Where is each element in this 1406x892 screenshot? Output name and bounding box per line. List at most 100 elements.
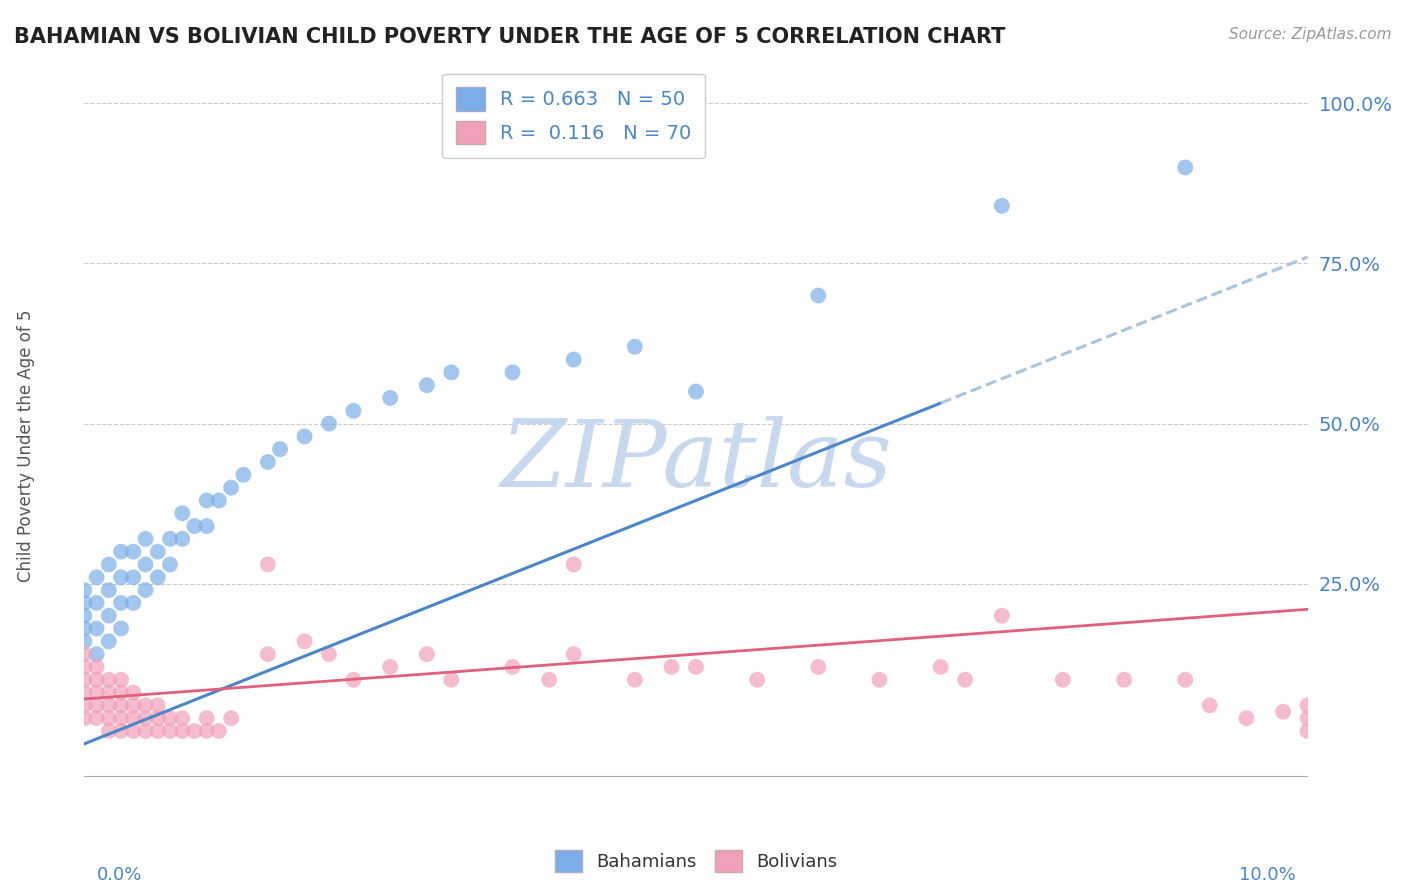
Point: [110, 711, 132, 725]
Point: [73, 660, 96, 674]
Point: [232, 467, 254, 482]
Point: [538, 673, 561, 687]
Point: [73, 647, 96, 661]
Point: [807, 660, 830, 674]
Point: [97, 711, 120, 725]
Point: [110, 570, 132, 584]
Point: [807, 288, 830, 302]
Point: [195, 519, 218, 533]
Point: [562, 558, 585, 572]
Point: [195, 493, 218, 508]
Point: [135, 711, 157, 725]
Point: [1174, 161, 1197, 175]
Point: [97, 698, 120, 713]
Point: [159, 558, 181, 572]
Point: [110, 698, 132, 713]
Point: [135, 532, 157, 546]
Point: [342, 673, 364, 687]
Legend: Bahamians, Bolivians: Bahamians, Bolivians: [547, 843, 845, 879]
Point: [122, 698, 145, 713]
Point: [318, 417, 340, 431]
Point: [73, 711, 96, 725]
Point: [86, 647, 108, 661]
Point: [86, 673, 108, 687]
Point: [1174, 673, 1197, 687]
Point: [416, 647, 439, 661]
Point: [172, 506, 194, 520]
Point: [135, 698, 157, 713]
Point: [110, 622, 132, 636]
Point: [110, 723, 132, 738]
Point: [146, 544, 169, 558]
Point: [86, 596, 108, 610]
Text: Child Poverty Under the Age of 5: Child Poverty Under the Age of 5: [17, 310, 35, 582]
Point: [624, 340, 647, 354]
Point: [86, 685, 108, 699]
Point: [257, 558, 280, 572]
Point: [1198, 698, 1220, 713]
Point: [159, 723, 181, 738]
Point: [73, 634, 96, 648]
Point: [195, 711, 218, 725]
Point: [195, 723, 218, 738]
Point: [747, 673, 769, 687]
Point: [342, 404, 364, 418]
Point: [122, 596, 145, 610]
Point: [1296, 698, 1319, 713]
Point: [110, 544, 132, 558]
Point: [122, 723, 145, 738]
Point: [135, 723, 157, 738]
Point: [73, 685, 96, 699]
Point: [1296, 723, 1319, 738]
Point: [73, 583, 96, 598]
Point: [172, 711, 194, 725]
Point: [440, 673, 463, 687]
Point: [440, 365, 463, 379]
Point: [172, 532, 194, 546]
Point: [97, 608, 120, 623]
Point: [73, 608, 96, 623]
Point: [257, 647, 280, 661]
Point: [110, 685, 132, 699]
Point: [294, 429, 316, 443]
Point: [685, 384, 707, 399]
Point: [416, 378, 439, 392]
Point: [86, 698, 108, 713]
Point: [97, 558, 120, 572]
Point: [562, 647, 585, 661]
Point: [97, 583, 120, 598]
Point: [991, 199, 1014, 213]
Point: [219, 481, 242, 495]
Point: [97, 673, 120, 687]
Point: [1236, 711, 1258, 725]
Point: [86, 711, 108, 725]
Point: [146, 711, 169, 725]
Point: [97, 685, 120, 699]
Point: [183, 519, 205, 533]
Point: [122, 685, 145, 699]
Point: [929, 660, 952, 674]
Point: [73, 622, 96, 636]
Point: [122, 544, 145, 558]
Point: [1296, 711, 1319, 725]
Point: [269, 442, 291, 457]
Point: [146, 698, 169, 713]
Point: [1272, 705, 1295, 719]
Point: [380, 660, 402, 674]
Point: [172, 723, 194, 738]
Point: [562, 352, 585, 367]
Point: [1114, 673, 1136, 687]
Point: [661, 660, 683, 674]
Text: 10.0%: 10.0%: [1239, 865, 1295, 884]
Point: [257, 455, 280, 469]
Point: [86, 570, 108, 584]
Point: [122, 570, 145, 584]
Point: [97, 723, 120, 738]
Point: [73, 596, 96, 610]
Point: [219, 711, 242, 725]
Point: [953, 673, 976, 687]
Point: [73, 673, 96, 687]
Point: [135, 558, 157, 572]
Point: [685, 660, 707, 674]
Point: [318, 647, 340, 661]
